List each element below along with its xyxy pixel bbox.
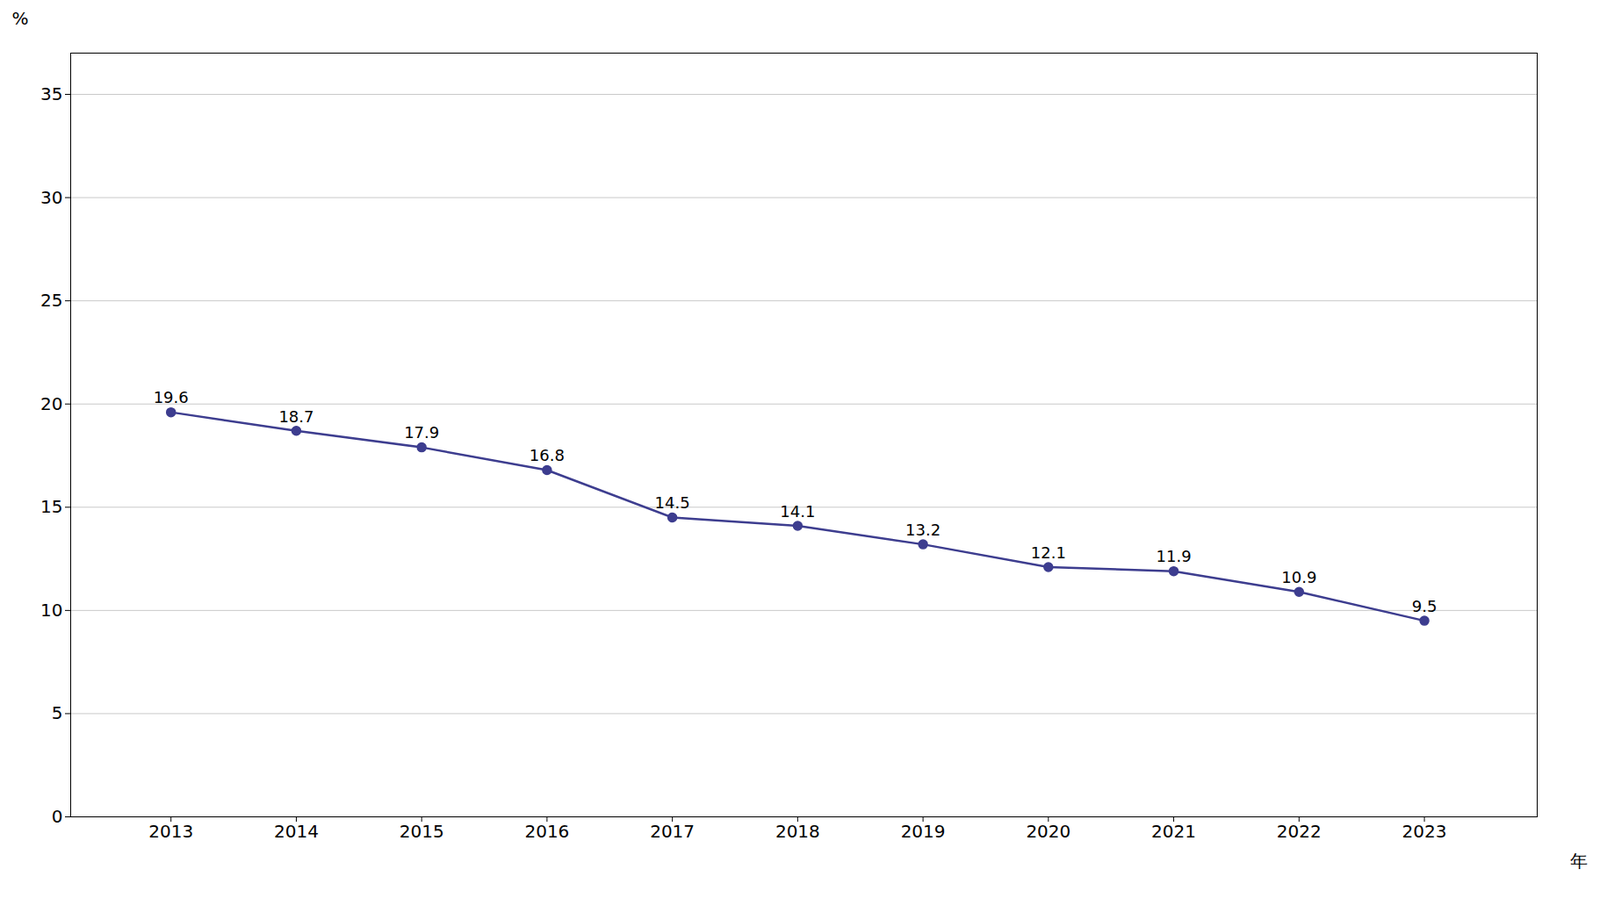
- svg-text:14.1: 14.1: [779, 502, 815, 521]
- svg-text:年: 年: [1570, 850, 1588, 871]
- svg-text:2014: 2014: [273, 821, 319, 843]
- svg-text:2019: 2019: [900, 821, 946, 843]
- svg-text:9.5: 9.5: [1412, 597, 1438, 616]
- svg-text:35: 35: [40, 83, 63, 105]
- svg-text:2020: 2020: [1025, 821, 1071, 843]
- svg-text:10: 10: [40, 599, 63, 621]
- svg-text:%: %: [12, 8, 29, 29]
- svg-text:18.7: 18.7: [278, 407, 314, 426]
- svg-text:30: 30: [40, 186, 63, 208]
- svg-text:14.5: 14.5: [655, 493, 691, 512]
- svg-text:12.1: 12.1: [1030, 543, 1067, 563]
- svg-text:10.9: 10.9: [1281, 568, 1317, 587]
- svg-text:2018: 2018: [775, 821, 821, 843]
- svg-text:2016: 2016: [524, 821, 570, 843]
- svg-text:11.9: 11.9: [1156, 547, 1192, 566]
- svg-text:13.2: 13.2: [905, 520, 941, 540]
- svg-text:5: 5: [51, 702, 64, 724]
- svg-text:2023: 2023: [1402, 821, 1448, 843]
- svg-text:2013: 2013: [148, 821, 194, 843]
- svg-text:17.9: 17.9: [403, 423, 440, 442]
- svg-text:25: 25: [40, 289, 63, 311]
- svg-text:20: 20: [40, 393, 63, 415]
- svg-text:0: 0: [51, 806, 64, 828]
- svg-text:2017: 2017: [649, 821, 695, 843]
- svg-text:2015: 2015: [399, 821, 445, 843]
- svg-text:15: 15: [40, 496, 63, 518]
- svg-text:16.8: 16.8: [529, 446, 565, 465]
- svg-text:2021: 2021: [1151, 821, 1197, 843]
- svg-text:2022: 2022: [1276, 821, 1322, 843]
- svg-text:19.6: 19.6: [153, 388, 189, 407]
